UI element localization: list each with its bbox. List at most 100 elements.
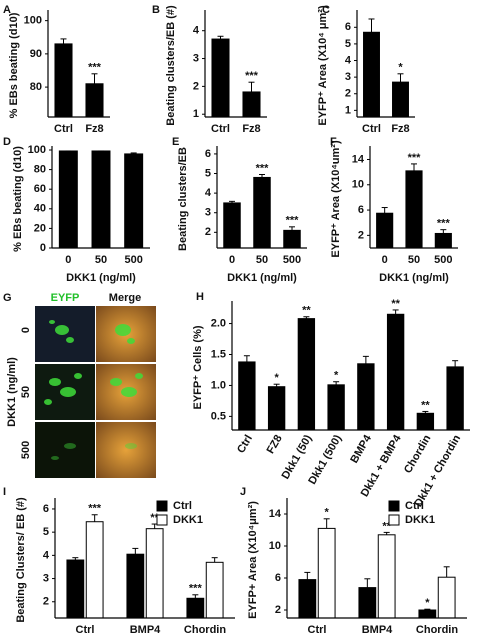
- significance: **: [150, 512, 159, 524]
- y-tick-label: 14: [352, 153, 365, 165]
- y-axis-label: % EBs beating (d10): [8, 12, 20, 118]
- x-tick-label: Ctrl: [54, 123, 73, 135]
- cell-clusters: [44, 320, 143, 460]
- bar: [126, 553, 145, 619]
- y-axis-label: EYFP⁺ Cells (%): [192, 325, 204, 409]
- legend-swatch: [388, 514, 400, 526]
- bar: [211, 38, 230, 118]
- bar: [205, 561, 224, 619]
- bar: [405, 170, 423, 249]
- legend-swatch: [156, 500, 168, 512]
- x-tick-label: Chordin: [184, 624, 226, 636]
- panel-letter: J: [240, 486, 246, 498]
- y-axis-label: EYFP⁺ Area (X10⁴um²): [330, 140, 342, 258]
- bar: [242, 91, 261, 118]
- bar: [357, 363, 375, 431]
- x-tick-label: Ctrl: [211, 123, 230, 135]
- bar: [223, 202, 241, 249]
- micrograph: [96, 422, 156, 478]
- y-tick-label: 3: [43, 572, 49, 584]
- x-tick-label: Chordin: [416, 624, 458, 636]
- bar: [446, 366, 464, 431]
- bar: [392, 81, 409, 118]
- axis-label: DKK1 (ng/ml): [6, 357, 18, 427]
- bar: [437, 576, 456, 619]
- significance: ***: [256, 162, 270, 174]
- panel-letter: E: [172, 136, 179, 148]
- bar: [376, 212, 394, 249]
- bar: [253, 176, 271, 249]
- y-axis-label: Beating clusters/EB: [177, 147, 189, 251]
- y-tick-label: 2: [358, 229, 364, 241]
- significance: *: [425, 597, 430, 609]
- x-tick-label: 500: [124, 254, 142, 266]
- y-tick-label: 2: [43, 596, 49, 608]
- significance: **: [421, 399, 430, 411]
- y-tick-label: 6: [205, 148, 211, 160]
- significance: ***: [189, 583, 203, 595]
- x-tick-label: Chordin: [402, 433, 434, 476]
- y-tick-label: 2: [345, 88, 351, 100]
- significance: **: [382, 520, 391, 532]
- bar: [358, 587, 377, 619]
- bar: [145, 528, 164, 619]
- x-tick-label: 0: [229, 254, 235, 266]
- column-label: Merge: [109, 292, 141, 304]
- significance: ***: [286, 215, 300, 227]
- bar: [91, 150, 111, 249]
- y-tick-label: 0: [40, 242, 46, 254]
- x-tick-label: 50: [256, 254, 268, 266]
- bar: [66, 559, 85, 619]
- y-tick-label: 100: [28, 144, 46, 156]
- significance: *: [325, 507, 330, 519]
- y-tick-label: 0.5: [211, 410, 226, 422]
- significance: ***: [408, 152, 422, 164]
- significance: ***: [88, 62, 102, 74]
- bar: [85, 521, 104, 619]
- y-tick-label: 6: [275, 572, 281, 584]
- bar: [416, 412, 435, 431]
- y-axis-label: Beating Clusters/ EB (#): [15, 497, 27, 623]
- bar: [298, 579, 317, 619]
- bar: [297, 318, 316, 431]
- x-tick-label: Ctrl: [362, 123, 381, 135]
- significance: ***: [437, 218, 451, 230]
- x-tick-label: Ctrl: [235, 433, 255, 455]
- y-tick-label: 3: [193, 52, 199, 64]
- panel-letter: G: [3, 292, 12, 304]
- panel-letter: F: [330, 136, 337, 148]
- x-tick-label: 0: [382, 254, 388, 266]
- y-tick-label: 1: [345, 104, 351, 116]
- x-tick-label: Ctrl: [76, 624, 95, 636]
- bar: [363, 31, 380, 118]
- x-tick-label: 500: [434, 254, 452, 266]
- y-axis-label: EYFP⁺ Area (X10⁴ μm²): [317, 5, 329, 126]
- bar: [85, 83, 104, 118]
- y-tick-label: 5: [205, 167, 211, 179]
- y-tick-label: 10: [352, 179, 364, 191]
- x-tick-label: Fz8: [242, 123, 260, 135]
- y-tick-label: 6: [43, 503, 49, 515]
- legend-label: DKK1: [173, 514, 203, 526]
- row-label: 0: [20, 327, 32, 333]
- y-tick-label: 1: [193, 108, 199, 120]
- y-tick-label: 10: [269, 540, 281, 552]
- row-label: 50: [20, 386, 32, 398]
- bar: [283, 229, 301, 249]
- legend-swatch: [156, 514, 168, 526]
- y-tick-label: 3: [345, 71, 351, 83]
- y-tick-label: 3: [205, 207, 211, 219]
- y-tick-label: 60: [34, 183, 46, 195]
- bar: [327, 384, 345, 431]
- column-label: EYFP: [51, 292, 80, 304]
- bar: [377, 534, 396, 619]
- y-tick-label: 90: [30, 48, 42, 60]
- micrograph: [35, 422, 95, 478]
- panel-letter: I: [3, 486, 6, 498]
- significance: ***: [245, 70, 259, 82]
- y-tick-label: 2: [193, 80, 199, 92]
- x-tick-label: BMP4: [348, 432, 374, 465]
- bar: [124, 153, 144, 249]
- row-label: 500: [20, 441, 32, 459]
- bar: [317, 527, 336, 619]
